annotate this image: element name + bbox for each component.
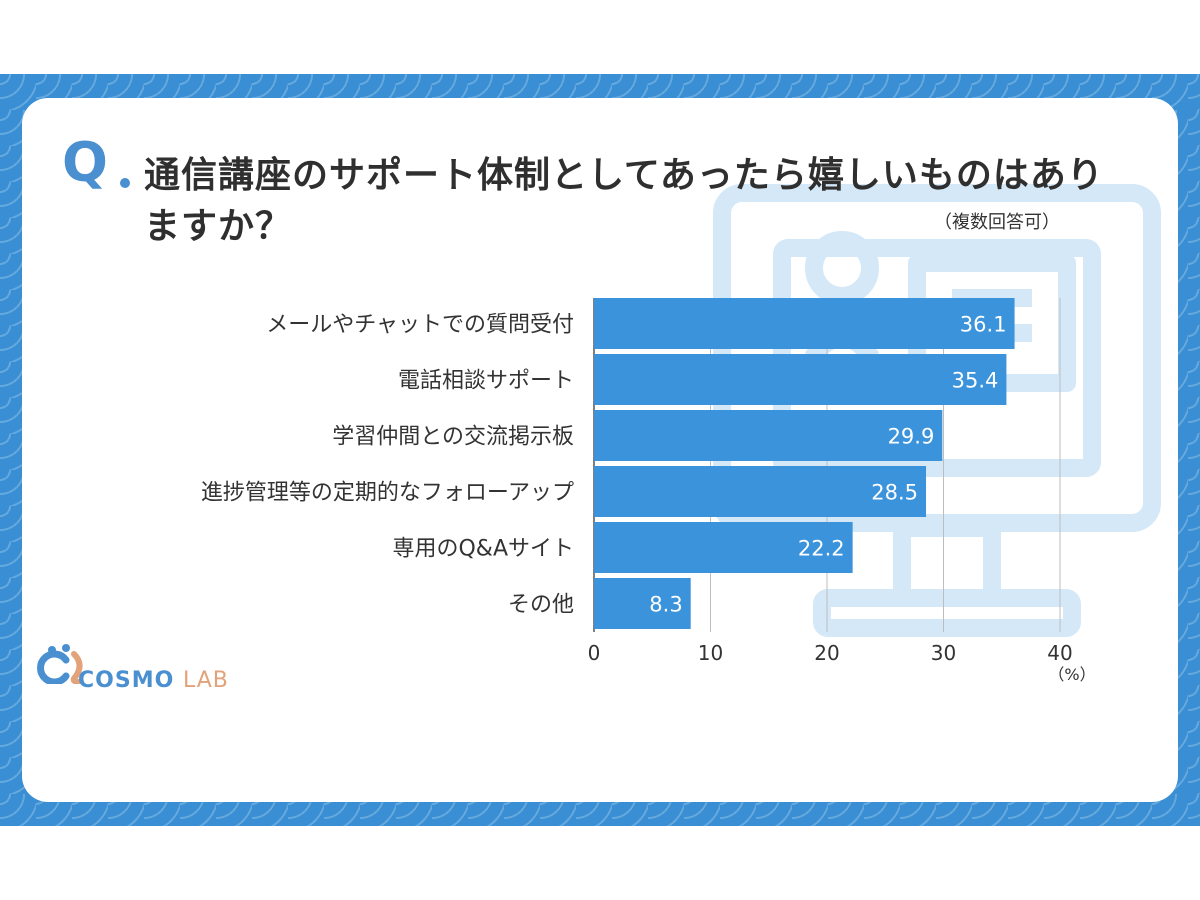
category-label: メールやチャットでの質問受付 bbox=[266, 313, 574, 338]
category-label: 専用のQ&Aサイト bbox=[392, 537, 574, 562]
x-tick-label: 0 bbox=[588, 641, 601, 665]
chart-value-labels: 36.1 35.4 29.9 28.5 22.2 8.3 bbox=[649, 313, 1006, 617]
question-title: 通信講座のサポート体制としてあったら嬉しいものはありますか？ bbox=[144, 155, 1104, 247]
value-label: 8.3 bbox=[649, 593, 682, 617]
category-label: 電話相談サポート bbox=[398, 369, 574, 394]
category-label: 学習仲間との交流掲示板 bbox=[332, 425, 574, 450]
bar bbox=[594, 466, 927, 517]
multiple-answer-note: （複数回答可） bbox=[934, 212, 1060, 233]
chart-gridlines bbox=[593, 298, 1061, 632]
value-label: 22.2 bbox=[798, 537, 845, 561]
chart-bars bbox=[594, 298, 1015, 629]
question-mark-q: Q bbox=[62, 131, 108, 194]
category-label: 進捗管理等の定期的なフォローアップ bbox=[201, 481, 574, 506]
chart-category-labels: メールやチャットでの質問受付電話相談サポート学習仲間との交流掲示板進捗管理等の定… bbox=[201, 313, 574, 618]
bar bbox=[594, 354, 1007, 405]
value-label: 35.4 bbox=[952, 369, 999, 393]
logo-name: COSMO bbox=[78, 668, 175, 693]
x-tick-label: 20 bbox=[814, 641, 839, 665]
content-card: Q 通信講座のサポート体制としてあったら嬉しいものはありますか？ （複数回答可） bbox=[22, 98, 1178, 802]
value-label: 28.5 bbox=[871, 481, 918, 505]
x-axis-unit-label: （%） bbox=[1048, 665, 1095, 684]
bar bbox=[594, 410, 943, 461]
bar bbox=[594, 522, 853, 573]
x-tick-label: 40 bbox=[1047, 641, 1072, 665]
bar bbox=[594, 298, 1015, 349]
chart-tick-labels: 0 10 20 30 40 bbox=[588, 641, 1073, 665]
cosmo-lab-logo-icon bbox=[37, 644, 83, 684]
x-tick-label: 10 bbox=[698, 641, 723, 665]
x-tick-label: 30 bbox=[931, 641, 956, 665]
value-label: 29.9 bbox=[888, 425, 935, 449]
category-label: その他 bbox=[508, 593, 574, 618]
cosmo-lab-logo-text: COSMO LAB bbox=[78, 668, 229, 693]
logo-suffix: LAB bbox=[182, 668, 229, 693]
value-label: 36.1 bbox=[960, 313, 1007, 337]
question-mark-dot bbox=[120, 178, 130, 188]
bar bbox=[594, 578, 691, 629]
